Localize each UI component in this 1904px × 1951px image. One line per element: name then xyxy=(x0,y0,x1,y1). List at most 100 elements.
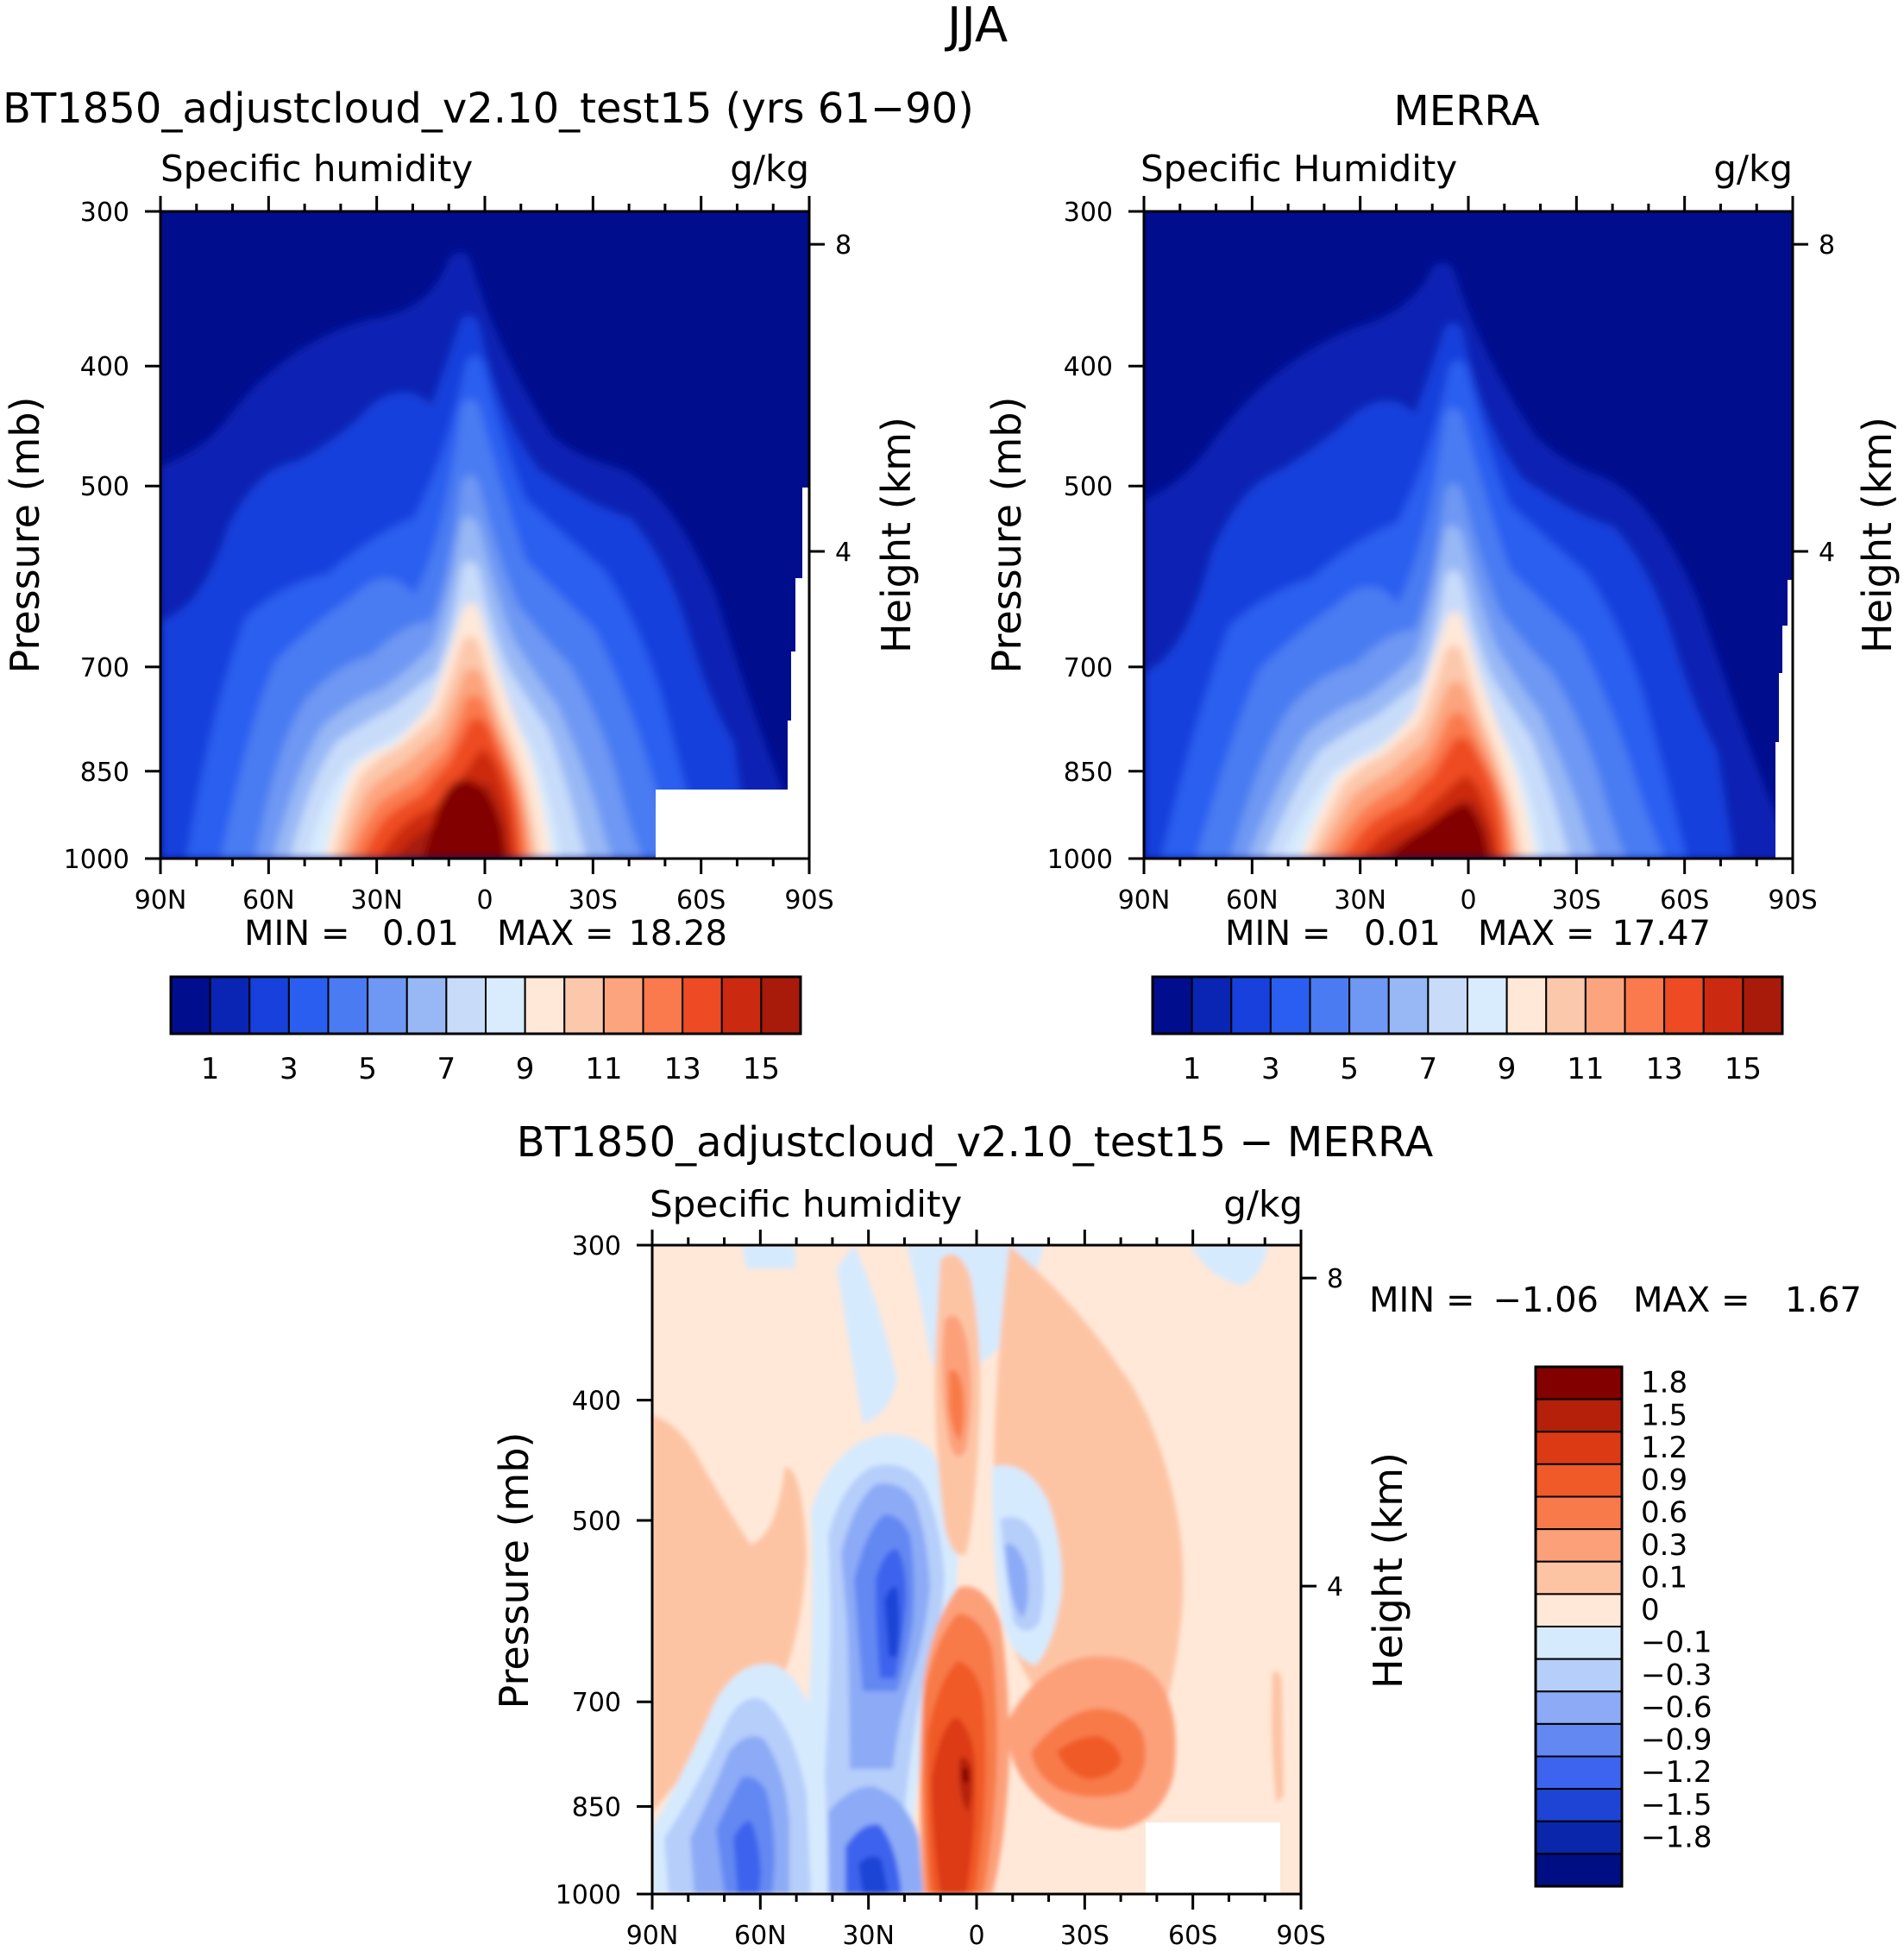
panel-model: BT1850_adjustcloud_v2.10_test15 (yrs 61−… xyxy=(2,85,974,1086)
colorbar-label: 1 xyxy=(1183,1052,1202,1086)
panel-title: MERRA xyxy=(1393,87,1540,135)
colorbar-box xyxy=(760,976,801,1035)
colorbar-box xyxy=(1535,1431,1623,1465)
colorbar-box xyxy=(1348,976,1390,1035)
x-tick-label: 30S xyxy=(1552,885,1601,916)
y-tick-label: 850 xyxy=(80,758,129,788)
colorbar-box xyxy=(287,976,330,1035)
colorbar-box xyxy=(367,976,408,1035)
colorbar-label: 1.8 xyxy=(1641,1366,1687,1400)
y-axis-title-right: Height (km) xyxy=(873,417,920,653)
panel-title: BT1850_adjustcloud_v2.10_test15 (yrs 61−… xyxy=(3,85,974,133)
x-tick-label: 60S xyxy=(676,885,726,916)
max-label: MAX = xyxy=(1478,914,1595,953)
units-label: g/kg xyxy=(1713,148,1793,190)
colorbar-box xyxy=(1535,1690,1623,1725)
colorbar-box xyxy=(1535,1398,1623,1433)
x-tick-label: 30N xyxy=(842,1921,895,1951)
colorbar-label: −0.3 xyxy=(1641,1658,1712,1692)
colorbar-label: 7 xyxy=(437,1052,456,1086)
colorbar-box xyxy=(327,976,369,1035)
contour-field xyxy=(1144,211,1793,859)
colorbar-box xyxy=(720,976,763,1035)
colorbar-box xyxy=(170,976,211,1035)
missing-data-region xyxy=(656,488,809,859)
y-tick-label: 400 xyxy=(572,1387,621,1417)
colorbar-box xyxy=(1624,976,1666,1035)
colorbar-label: 15 xyxy=(1725,1052,1762,1086)
max-value: 17.47 xyxy=(1612,914,1711,953)
colorbar-label: 1 xyxy=(201,1052,220,1086)
colorbar: 1 3 5 7 9 11 13 15 xyxy=(169,975,802,1086)
colorbar-box xyxy=(1535,1820,1623,1855)
x-tick-label: 30N xyxy=(1334,885,1386,916)
min-label: MIN = xyxy=(244,914,349,953)
colorbar-box xyxy=(1152,976,1193,1035)
colorbar-label: 0.1 xyxy=(1641,1560,1687,1595)
colorbar-box xyxy=(642,976,684,1035)
y-tick-label: 300 xyxy=(1064,198,1113,228)
colorbar-box xyxy=(682,976,723,1035)
colorbar-label: −0.1 xyxy=(1641,1626,1712,1660)
colorbar-box xyxy=(1663,976,1705,1035)
colorbar-box xyxy=(1269,976,1311,1035)
colorbar-label: 9 xyxy=(516,1052,535,1086)
y-tick-label: 500 xyxy=(80,472,129,502)
colorbar-box xyxy=(1535,1366,1623,1400)
min-label: MIN = xyxy=(1225,914,1330,953)
colorbar-box xyxy=(405,976,448,1035)
colorbar-box xyxy=(1230,976,1272,1035)
y-tick-label: 500 xyxy=(1064,472,1113,502)
colorbar-label: 1.5 xyxy=(1641,1398,1687,1432)
colorbar-label: 1.2 xyxy=(1641,1431,1687,1465)
colorbar-label: 13 xyxy=(663,1052,701,1086)
colorbar-box xyxy=(1584,976,1626,1035)
x-tick-label: 0 xyxy=(476,885,493,916)
colorbar-box xyxy=(1427,976,1468,1035)
colorbar-label: 0.6 xyxy=(1641,1495,1687,1530)
y-tick-label: 850 xyxy=(1064,758,1113,788)
colorbar-box xyxy=(485,976,526,1035)
x-tick-label: 60N xyxy=(734,1921,787,1951)
y-tick-label: 700 xyxy=(80,653,129,683)
colorbar-box xyxy=(445,976,487,1035)
y-tick-label: 700 xyxy=(572,1688,621,1718)
colorbar-box xyxy=(1505,976,1548,1035)
colorbar-label: 3 xyxy=(280,1052,298,1086)
right-tick-label: 4 xyxy=(1819,538,1835,568)
x-tick-label: 30S xyxy=(1060,1921,1109,1951)
units-label: g/kg xyxy=(730,148,809,190)
colorbar-box xyxy=(602,976,644,1035)
contour-level-16 xyxy=(423,779,506,859)
colorbar-label: 5 xyxy=(358,1052,377,1086)
colorbar-box xyxy=(1535,1495,1623,1531)
x-tick-label: 60S xyxy=(1660,885,1709,916)
contour-level-16 xyxy=(1389,804,1489,859)
y-tick-label: 500 xyxy=(572,1507,621,1537)
max-value: 18.28 xyxy=(628,914,727,953)
colorbar-box xyxy=(563,976,605,1035)
colorbar-box xyxy=(1535,1593,1623,1627)
y-tick-label: 1000 xyxy=(64,845,129,875)
axes: 90N 60N 30N 0 30S 60S 90S 300 400 500 700 850 1000 8 4 xyxy=(64,196,851,916)
panel-difference: BT1850_adjustcloud_v2.10_test15 − MERRA … xyxy=(491,1118,1862,1951)
colorbar-label: −1.8 xyxy=(1641,1820,1712,1854)
colorbar-label: 11 xyxy=(1567,1052,1604,1086)
x-tick-label: 0 xyxy=(968,1921,984,1951)
axes: 90N 60N 30N 0 30S 60S 90S 300 400 500 700 850 1000 8 4 xyxy=(556,1230,1343,1951)
colorbar: 1 3 5 7 9 11 13 15 xyxy=(1151,975,1784,1086)
y-tick-label: 400 xyxy=(1064,352,1113,382)
panel-merra: MERRA Specific Humidity g/kg xyxy=(983,87,1901,1086)
colorbar-box xyxy=(1191,976,1233,1035)
x-tick-label: 90S xyxy=(1276,1921,1325,1951)
colorbar-label: 11 xyxy=(585,1052,622,1086)
y-tick-label: 1000 xyxy=(556,1880,621,1910)
colorbar-box xyxy=(1535,1658,1623,1693)
colorbar-box xyxy=(1535,1722,1623,1758)
axes: 90N 60N 30N 0 30S 60S 90S 300 400 500 700 850 1000 8 4 xyxy=(1047,196,1835,916)
variable-label: Specific humidity xyxy=(650,1183,962,1225)
colorbar-label: 0 xyxy=(1641,1593,1660,1627)
right-tick-label: 8 xyxy=(835,230,851,261)
x-tick-label: 90N xyxy=(1118,885,1171,916)
min-value: 0.01 xyxy=(382,914,459,953)
